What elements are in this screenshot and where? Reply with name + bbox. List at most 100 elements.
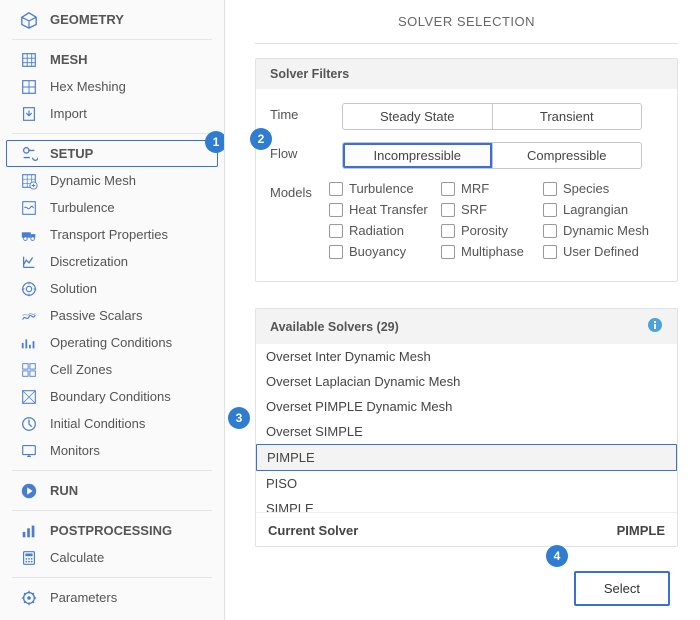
solver-filters-panel: Solver Filters Time Steady State Transie… (255, 58, 678, 282)
turb-icon (20, 199, 38, 217)
model-checkbox-heat-transfer[interactable]: Heat Transfer (329, 202, 439, 217)
model-checkbox-input[interactable] (441, 182, 455, 196)
sidebar-item-import[interactable]: Import (0, 100, 224, 127)
solver-row[interactable]: SIMPLE (256, 496, 677, 512)
sidebar-item-discretization[interactable]: Discretization (0, 248, 224, 275)
sidebar-item-label: Passive Scalars (50, 308, 142, 323)
model-checkbox-srf[interactable]: SRF (441, 202, 541, 217)
flow-option-compressible[interactable]: Compressible (492, 143, 642, 168)
model-checkbox-mrf[interactable]: MRF (441, 181, 541, 196)
model-checkbox-input[interactable] (441, 224, 455, 238)
model-checkbox-label: User Defined (563, 244, 639, 259)
model-checkbox-input[interactable] (329, 245, 343, 259)
sidebar-item-setup[interactable]: SETUP (6, 140, 218, 167)
solver-row[interactable]: Overset SIMPLE (256, 419, 677, 444)
model-checkbox-input[interactable] (329, 224, 343, 238)
current-solver-label: Current Solver (268, 523, 358, 538)
opcond-icon (20, 334, 38, 352)
current-solver-row: Current Solver PIMPLE (256, 512, 677, 546)
available-solvers-title: Available Solvers (29) (270, 320, 399, 334)
model-checkbox-input[interactable] (329, 182, 343, 196)
callout-badge-4: 4 (546, 545, 568, 567)
sidebar-item-monitors[interactable]: Monitors (0, 437, 224, 464)
select-button[interactable]: Select (574, 571, 670, 606)
mesh-icon (20, 51, 38, 69)
model-checkbox-label: SRF (461, 202, 487, 217)
sidebar-item-run[interactable]: RUN (0, 477, 224, 504)
sidebar-item-label: Discretization (50, 254, 128, 269)
model-checkbox-input[interactable] (441, 245, 455, 259)
model-checkbox-input[interactable] (441, 203, 455, 217)
solver-row[interactable]: PIMPLE (256, 444, 677, 471)
model-checkbox-user-defined[interactable]: User Defined (543, 244, 663, 259)
model-checkbox-dynamic-mesh[interactable]: Dynamic Mesh (543, 223, 663, 238)
sidebar-item-passive-scalars[interactable]: Passive Scalars (0, 302, 224, 329)
model-checkbox-input[interactable] (543, 245, 557, 259)
sidebar-item-hex-meshing[interactable]: Hex Meshing (0, 73, 224, 100)
flow-label: Flow (270, 142, 342, 161)
flow-option-incompressible[interactable]: Incompressible (343, 143, 492, 168)
sidebar-item-boundary-conditions[interactable]: Boundary Conditions (0, 383, 224, 410)
sidebar-item-dynamic-mesh[interactable]: Dynamic Mesh (0, 167, 224, 194)
time-option-steady[interactable]: Steady State (343, 104, 492, 129)
model-checkbox-input[interactable] (543, 182, 557, 196)
transport-icon (20, 226, 38, 244)
model-checkbox-input[interactable] (329, 203, 343, 217)
setup-icon (20, 145, 38, 163)
model-checkbox-multiphase[interactable]: Multiphase (441, 244, 541, 259)
sidebar-item-label: Calculate (50, 550, 104, 565)
solver-row[interactable]: Overset PIMPLE Dynamic Mesh (256, 394, 677, 419)
sidebar: 1 GEOMETRY MESH Hex MeshingImport SETUP Dyna… (0, 0, 225, 620)
callout-badge-2: 2 (250, 128, 272, 150)
model-checkbox-label: Turbulence (349, 181, 414, 196)
flow-segmented: Incompressible Compressible (342, 142, 642, 169)
params-icon (20, 589, 38, 607)
solution-icon (20, 280, 38, 298)
sidebar-item-geometry[interactable]: GEOMETRY (0, 6, 224, 33)
nav-tree: GEOMETRY MESH Hex MeshingImport SETUP Dynami… (0, 6, 224, 611)
sidebar-item-label: SETUP (50, 146, 93, 161)
model-checkbox-species[interactable]: Species (543, 181, 663, 196)
solver-row[interactable]: Overset Inter Dynamic Mesh (256, 344, 677, 369)
models-grid: Turbulence MRFSpecies Heat Transfer SRF Lagr… (329, 181, 663, 259)
dynmesh-icon (20, 172, 38, 190)
sidebar-item-postprocessing[interactable]: POSTPROCESSING (0, 517, 224, 544)
sidebar-item-operating-conditions[interactable]: Operating Conditions (0, 329, 224, 356)
model-checkbox-input[interactable] (543, 224, 557, 238)
model-checkbox-lagrangian[interactable]: Lagrangian (543, 202, 663, 217)
sidebar-item-solution[interactable]: Solution (0, 275, 224, 302)
callout-badge-1: 1 (205, 131, 225, 153)
info-icon[interactable] (647, 317, 663, 336)
model-checkbox-label: Radiation (349, 223, 404, 238)
sidebar-item-turbulence[interactable]: Turbulence (0, 194, 224, 221)
model-checkbox-turbulence[interactable]: Turbulence (329, 181, 439, 196)
sidebar-item-label: Turbulence (50, 200, 115, 215)
solver-row[interactable]: PISO (256, 471, 677, 496)
time-segmented: Steady State Transient (342, 103, 642, 130)
sidebar-item-initial-conditions[interactable]: Initial Conditions (0, 410, 224, 437)
model-checkbox-radiation[interactable]: Radiation (329, 223, 439, 238)
time-option-transient[interactable]: Transient (492, 104, 642, 129)
sidebar-item-calculate[interactable]: Calculate (0, 544, 224, 571)
monitors-icon (20, 442, 38, 460)
model-checkbox-label: Multiphase (461, 244, 524, 259)
time-label: Time (270, 103, 342, 122)
sidebar-item-label: Cell Zones (50, 362, 112, 377)
solver-row[interactable]: Overset Laplacian Dynamic Mesh (256, 369, 677, 394)
sidebar-item-transport-properties[interactable]: Transport Properties (0, 221, 224, 248)
model-checkbox-input[interactable] (543, 203, 557, 217)
sidebar-item-parameters[interactable]: Parameters (0, 584, 224, 611)
model-checkbox-buoyancy[interactable]: Buoyancy (329, 244, 439, 259)
sidebar-item-label: Parameters (50, 590, 117, 605)
callout-badge-3: 3 (228, 407, 250, 429)
import-icon (20, 105, 38, 123)
calc-icon (20, 549, 38, 567)
discret-icon (20, 253, 38, 271)
sidebar-item-cell-zones[interactable]: Cell Zones (0, 356, 224, 383)
main-panel: SOLVER SELECTION Solver Filters Time Ste… (225, 0, 700, 620)
sidebar-item-mesh[interactable]: MESH (0, 46, 224, 73)
model-checkbox-label: Dynamic Mesh (563, 223, 649, 238)
model-checkbox-porosity[interactable]: Porosity (441, 223, 541, 238)
bc-icon (20, 388, 38, 406)
sidebar-item-label: MESH (50, 52, 88, 67)
